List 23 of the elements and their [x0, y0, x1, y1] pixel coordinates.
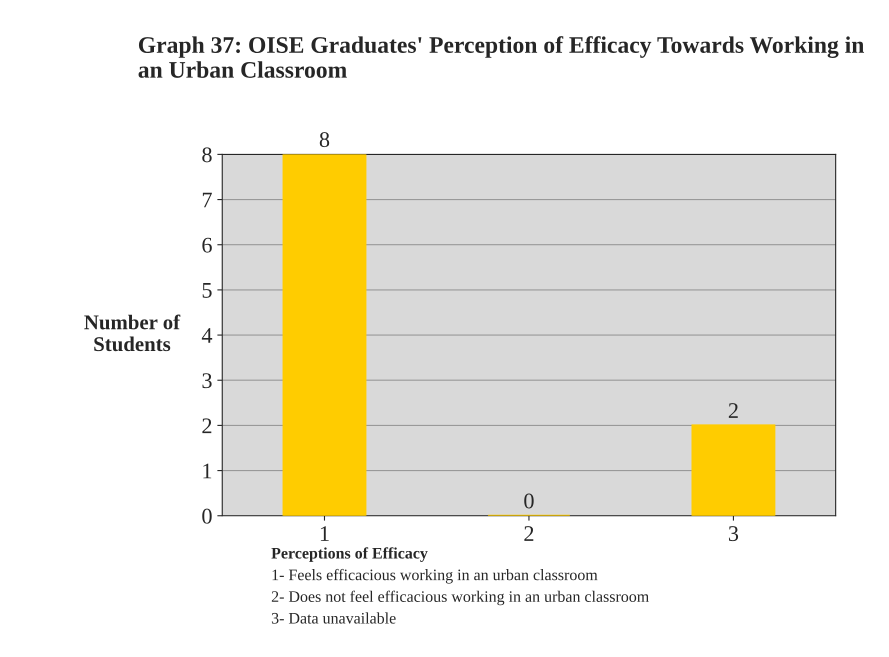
data-label: 8 — [320, 132, 330, 148]
y-tick-label: 2 — [202, 418, 212, 434]
data-label: 0 — [524, 493, 534, 508]
text: Perceptions of Efficacy — [271, 547, 428, 562]
text: 1- Feels efficacious working in an urban classroom — [272, 568, 598, 584]
text: 3- Data unavailable — [272, 612, 396, 624]
y-tick-label: 1 — [203, 464, 212, 478]
x-tick-label: 2 — [524, 526, 534, 541]
chart-title: Graph 37: OISE Graduates' Perception of Efficacy Towards Working in an Urban Classroom — [138, 36, 864, 78]
y-tick-label: 0 — [202, 508, 212, 524]
x-tick-label: 1 — [320, 526, 329, 541]
y-tick-label: 8 — [202, 147, 212, 162]
bar — [282, 154, 366, 516]
y-axis-title: Number of Students — [84, 314, 180, 352]
bar — [691, 424, 776, 516]
y-tick-label: 7 — [202, 192, 212, 208]
y-tick-label: 3 — [202, 373, 212, 388]
y-tick-label: 6 — [202, 238, 212, 253]
y-tick-label: 4 — [202, 328, 212, 343]
y-tick-label: 5 — [202, 283, 212, 298]
x-tick-label: 3 — [728, 526, 738, 542]
data-label: 2 — [728, 403, 738, 418]
text: 2- Does not feel efficacious working in an urban classroom — [272, 590, 649, 606]
